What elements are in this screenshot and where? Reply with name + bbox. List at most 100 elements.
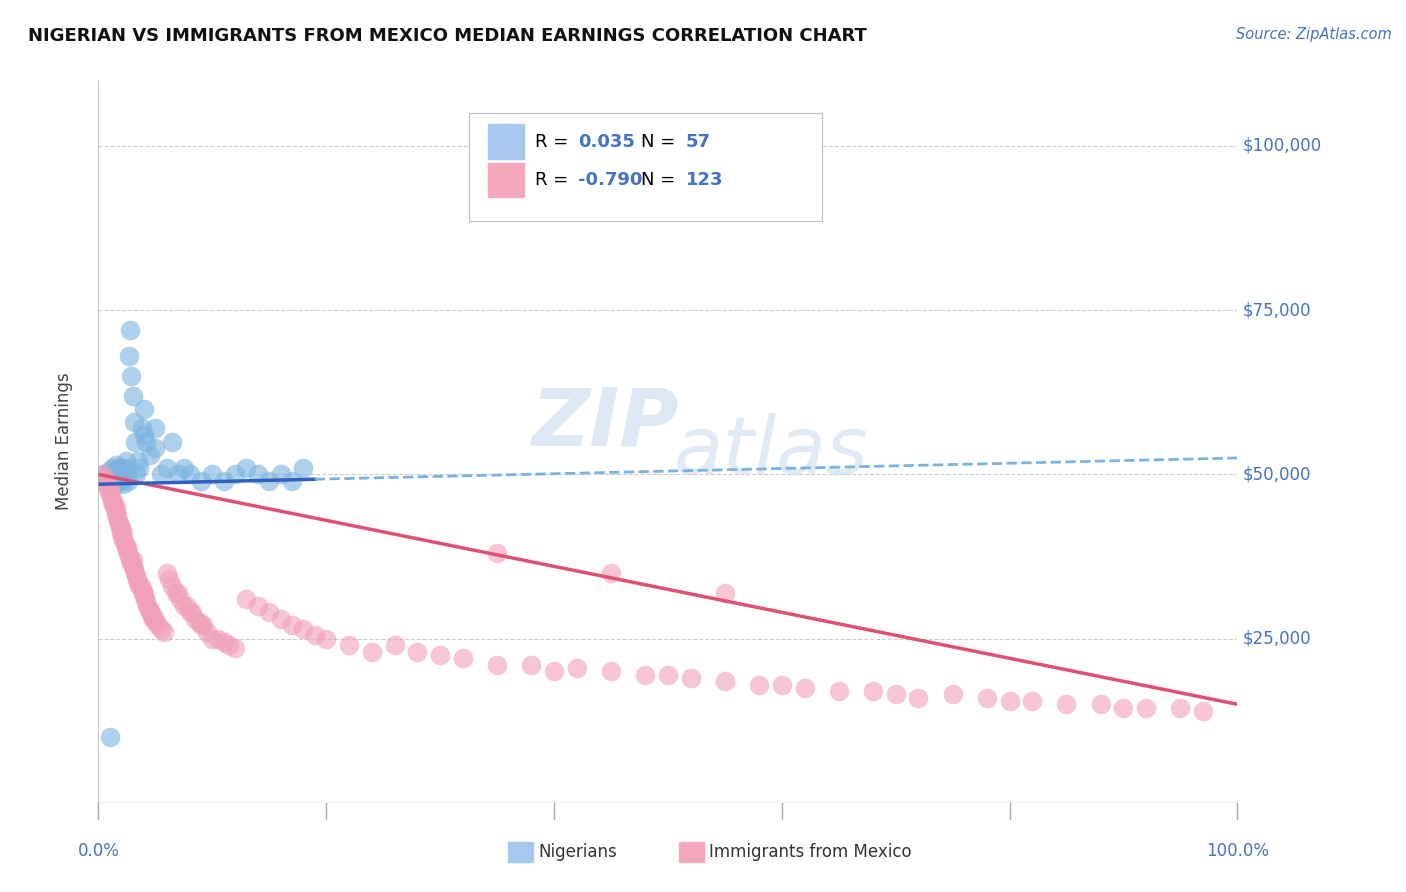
Point xyxy=(212,635,235,649)
Point xyxy=(748,677,770,691)
Point xyxy=(165,585,187,599)
Point xyxy=(714,585,737,599)
Point xyxy=(104,477,127,491)
Point xyxy=(543,665,565,679)
Text: atlas: atlas xyxy=(673,413,869,491)
Point xyxy=(108,464,131,478)
Point xyxy=(117,474,139,488)
Text: Median Earnings: Median Earnings xyxy=(55,373,73,510)
Point xyxy=(1090,698,1112,712)
Point xyxy=(114,540,136,554)
Point xyxy=(235,460,257,475)
Point xyxy=(120,553,142,567)
Point xyxy=(224,641,246,656)
Point xyxy=(169,592,191,607)
Point xyxy=(108,516,131,531)
Point xyxy=(115,467,138,482)
Point xyxy=(145,615,167,630)
Text: $50,000: $50,000 xyxy=(1243,466,1312,483)
Point xyxy=(634,667,657,681)
Point xyxy=(103,497,125,511)
Point xyxy=(429,648,451,662)
Point xyxy=(114,454,136,468)
Point xyxy=(139,605,162,619)
Point xyxy=(235,592,257,607)
Point xyxy=(304,628,326,642)
Point xyxy=(565,661,588,675)
Point xyxy=(118,549,141,564)
Text: NIGERIAN VS IMMIGRANTS FROM MEXICO MEDIAN EARNINGS CORRELATION CHART: NIGERIAN VS IMMIGRANTS FROM MEXICO MEDIA… xyxy=(28,27,868,45)
Point xyxy=(180,605,202,619)
Point xyxy=(451,651,474,665)
Point xyxy=(120,368,142,383)
Point xyxy=(828,684,851,698)
Point xyxy=(1054,698,1078,712)
Point xyxy=(406,645,429,659)
Point xyxy=(145,441,167,455)
Point xyxy=(714,674,737,689)
Point xyxy=(998,694,1021,708)
Point xyxy=(259,474,281,488)
Point xyxy=(101,460,124,475)
Point xyxy=(98,487,121,501)
Point xyxy=(107,513,129,527)
Point xyxy=(193,618,215,632)
Point xyxy=(337,638,360,652)
Point xyxy=(112,471,135,485)
Point xyxy=(315,632,337,646)
Point xyxy=(128,460,150,475)
Point xyxy=(96,477,118,491)
Text: 0.035: 0.035 xyxy=(578,133,634,151)
Point xyxy=(91,467,114,482)
Point xyxy=(98,481,121,495)
Point xyxy=(110,520,132,534)
FancyBboxPatch shape xyxy=(509,842,533,862)
Point xyxy=(156,566,179,580)
Point xyxy=(110,474,132,488)
Point xyxy=(246,467,269,482)
Point xyxy=(218,638,240,652)
Point xyxy=(103,493,125,508)
Text: R =: R = xyxy=(534,133,574,151)
Point xyxy=(201,632,224,646)
Point xyxy=(176,599,198,613)
Point xyxy=(117,546,139,560)
Point xyxy=(98,481,121,495)
Text: $75,000: $75,000 xyxy=(1243,301,1312,319)
Point xyxy=(108,520,131,534)
Point xyxy=(98,730,121,744)
Point xyxy=(121,553,143,567)
Point xyxy=(179,467,201,482)
Point xyxy=(173,460,195,475)
Point xyxy=(770,677,793,691)
Point xyxy=(207,632,229,646)
Point xyxy=(190,618,212,632)
Point xyxy=(270,467,292,482)
Point xyxy=(132,585,155,599)
Point xyxy=(103,500,125,515)
Point xyxy=(942,687,965,701)
Point xyxy=(124,566,146,580)
Text: N =: N = xyxy=(641,133,681,151)
Point xyxy=(167,585,190,599)
Point xyxy=(127,575,149,590)
Point xyxy=(104,507,127,521)
Point xyxy=(360,645,382,659)
Point xyxy=(93,467,115,482)
Text: $100,000: $100,000 xyxy=(1243,137,1322,155)
Point xyxy=(125,569,148,583)
Point xyxy=(292,622,315,636)
Point xyxy=(132,585,155,599)
Point xyxy=(131,421,153,435)
Point xyxy=(173,599,195,613)
Point xyxy=(384,638,406,652)
Point xyxy=(907,690,929,705)
Point xyxy=(281,618,304,632)
Point xyxy=(138,605,160,619)
Point xyxy=(103,471,125,485)
Point xyxy=(104,500,127,515)
Point xyxy=(131,582,153,597)
Point xyxy=(145,421,167,435)
Point xyxy=(110,523,132,537)
Point xyxy=(111,530,134,544)
